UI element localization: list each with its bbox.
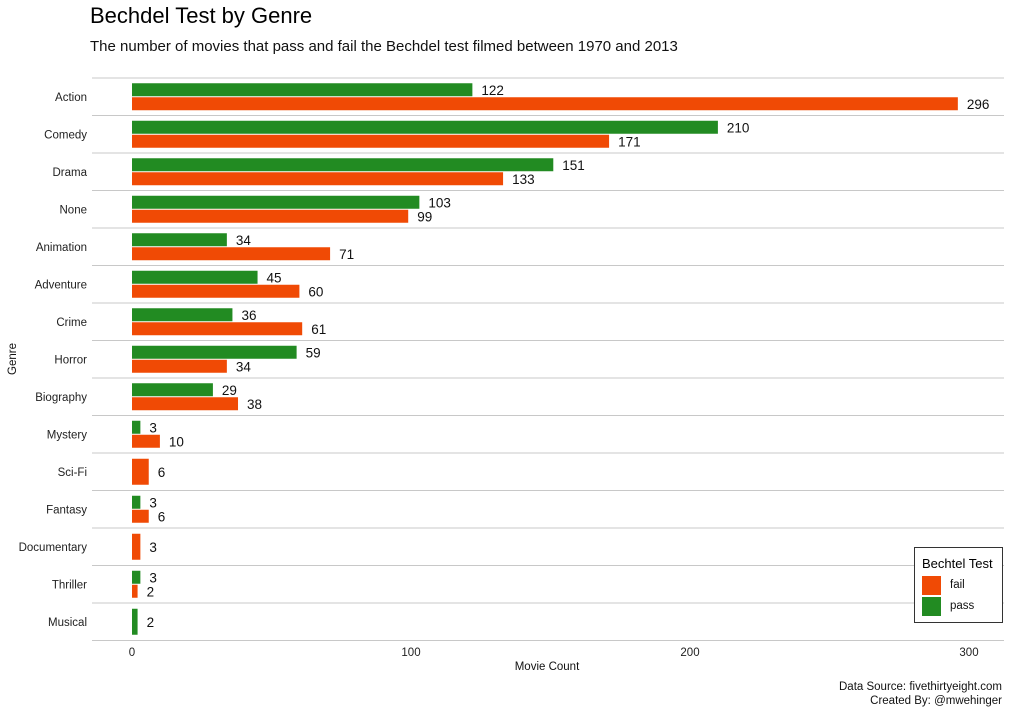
data-label-fail: 6 bbox=[158, 465, 166, 480]
data-label-fail: 2 bbox=[147, 584, 155, 599]
data-label-pass: 210 bbox=[727, 120, 750, 135]
legend: Bechtel Test fail pass bbox=[914, 547, 1003, 623]
bar-pass bbox=[132, 345, 297, 359]
y-tick-label: Adventure bbox=[35, 279, 87, 291]
y-tick-label: Drama bbox=[52, 167, 87, 179]
data-label-pass: 151 bbox=[562, 158, 585, 173]
data-label-pass: 2 bbox=[147, 615, 155, 630]
legend-label-pass: pass bbox=[950, 600, 975, 612]
y-tick-label: Musical bbox=[48, 617, 87, 629]
data-label-fail: 38 bbox=[247, 397, 262, 412]
y-tick-label: None bbox=[60, 204, 88, 216]
bar-pass bbox=[132, 383, 213, 397]
y-tick-label: Animation bbox=[36, 242, 87, 254]
data-label-pass: 34 bbox=[236, 233, 252, 248]
x-tick-label: 200 bbox=[680, 647, 699, 659]
data-label-pass: 59 bbox=[306, 345, 321, 360]
y-tick-label: Horror bbox=[54, 354, 87, 366]
y-tick-label: Fantasy bbox=[46, 504, 87, 516]
bar-pass bbox=[132, 233, 227, 247]
data-label-pass: 3 bbox=[149, 420, 157, 435]
bar-fail bbox=[132, 434, 160, 448]
data-label-fail: 61 bbox=[311, 322, 326, 337]
data-label-fail: 34 bbox=[236, 359, 252, 374]
bar-fail bbox=[132, 397, 239, 411]
bar-pass bbox=[132, 495, 141, 509]
bar-fail bbox=[132, 458, 149, 485]
y-axis-label: Genre bbox=[7, 343, 19, 375]
bar-fail bbox=[132, 247, 331, 261]
y-tick-label: Sci-Fi bbox=[58, 467, 87, 479]
bar-fail bbox=[132, 209, 409, 223]
gridlines bbox=[92, 77, 1004, 641]
y-tick-label: Documentary bbox=[19, 542, 88, 554]
bar-fail bbox=[132, 533, 141, 560]
bar-pass bbox=[132, 120, 718, 134]
bar-fail bbox=[132, 584, 138, 598]
bar-pass bbox=[132, 83, 473, 97]
legend-swatch-pass bbox=[922, 597, 941, 616]
data-label-fail: 6 bbox=[158, 509, 166, 524]
x-tick-label: 100 bbox=[401, 647, 420, 659]
bar-pass bbox=[132, 195, 420, 209]
data-label-fail: 171 bbox=[618, 134, 641, 149]
data-label-pass: 3 bbox=[149, 495, 157, 510]
bar-fail bbox=[132, 172, 504, 186]
data-label-fail: 99 bbox=[417, 209, 432, 224]
y-tick-label: Comedy bbox=[44, 129, 87, 141]
data-label-fail: 3 bbox=[149, 540, 157, 555]
legend-title: Bechtel Test bbox=[922, 556, 993, 571]
bar-pass bbox=[132, 308, 233, 322]
caption-source: Data Source: fivethirtyeight.com bbox=[839, 681, 1002, 693]
x-tick-label: 300 bbox=[959, 647, 978, 659]
data-label-pass: 29 bbox=[222, 383, 237, 398]
data-label-pass: 3 bbox=[149, 570, 157, 585]
data-label-pass: 45 bbox=[267, 270, 282, 285]
bar-fail bbox=[132, 359, 227, 373]
bar-pass bbox=[132, 270, 258, 284]
y-tick-label: Crime bbox=[56, 317, 87, 329]
data-label-pass: 36 bbox=[241, 308, 256, 323]
chart-subtitle: The number of movies that pass and fail … bbox=[90, 38, 678, 55]
y-tick-label: Mystery bbox=[47, 429, 88, 441]
y-tick-label: Thriller bbox=[52, 579, 87, 591]
bar-fail bbox=[132, 284, 300, 298]
data-label-fail: 10 bbox=[169, 434, 184, 449]
legend-label-fail: fail bbox=[950, 579, 965, 591]
y-tick-label: Action bbox=[55, 92, 87, 104]
data-label-fail: 71 bbox=[339, 247, 354, 262]
bars bbox=[132, 83, 958, 635]
bar-pass bbox=[132, 570, 141, 584]
y-tick-label: Biography bbox=[35, 392, 87, 404]
bar-pass bbox=[132, 608, 138, 635]
caption: Data Source: fivethirtyeight.com Created… bbox=[839, 681, 1002, 708]
bar-fail bbox=[132, 322, 303, 336]
legend-swatch-fail bbox=[922, 576, 941, 595]
x-tick-label: 0 bbox=[129, 647, 135, 659]
bar-fail bbox=[132, 134, 610, 148]
data-label-pass: 103 bbox=[428, 195, 451, 210]
caption-author: Created By: @mwehinger bbox=[870, 694, 1002, 707]
chart-title: Bechdel Test by Genre bbox=[90, 3, 313, 28]
data-label-pass: 122 bbox=[481, 83, 504, 98]
bar-fail bbox=[132, 509, 149, 523]
x-axis-label: Movie Count bbox=[515, 661, 580, 673]
bar-pass bbox=[132, 158, 554, 172]
data-label-fail: 133 bbox=[512, 172, 535, 187]
data-label-fail: 60 bbox=[308, 284, 323, 299]
bar-fail bbox=[132, 97, 958, 111]
bar-pass bbox=[132, 420, 141, 434]
data-label-fail: 296 bbox=[967, 97, 990, 112]
